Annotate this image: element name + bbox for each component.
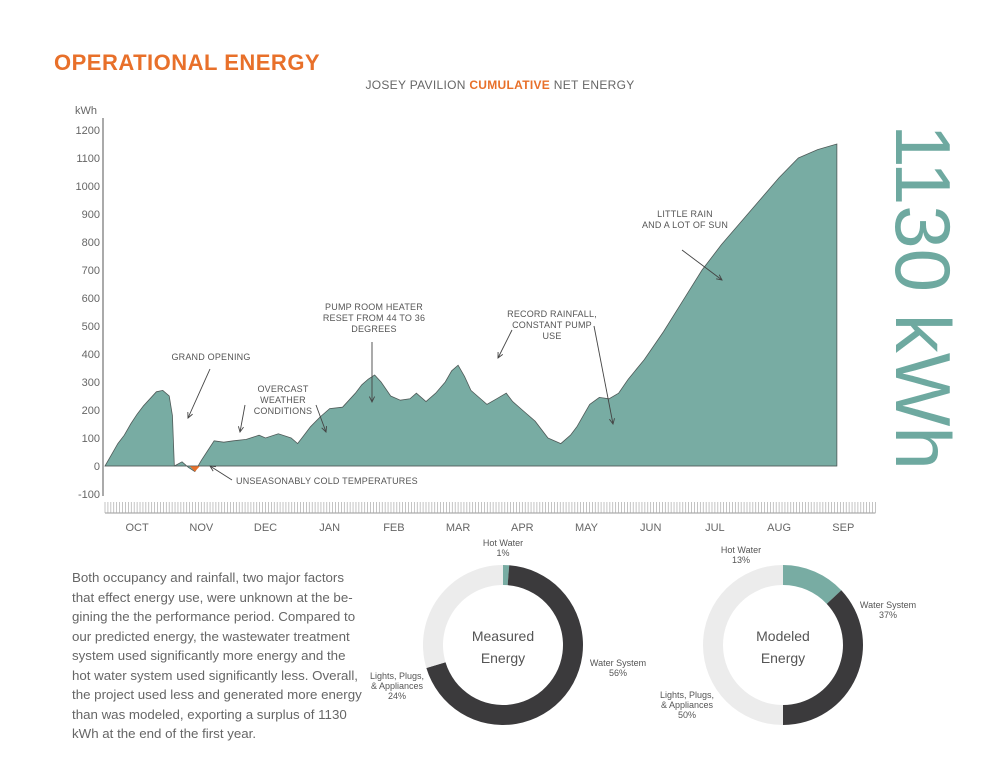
cumulative-area bbox=[104, 143, 838, 473]
measured-energy-donut: Measured Energy Water System 56% Lights, Plu… bbox=[370, 538, 646, 725]
y-tick-label: 100 bbox=[82, 433, 100, 445]
net-energy-chart: kWh1200110010009008007006005004003002001… bbox=[75, 105, 967, 534]
chart-annotation: LITTLE RAIN AND A LOT OF SUN bbox=[642, 209, 728, 230]
axes: kWh1200110010009008007006005004003002001… bbox=[75, 105, 876, 534]
donut-slice bbox=[423, 565, 503, 668]
negative-dip bbox=[189, 466, 201, 472]
annotation-arrowhead bbox=[321, 425, 328, 433]
annotation-arrowhead bbox=[237, 426, 244, 434]
y-tick-label: 0 bbox=[94, 461, 100, 473]
donut-slice bbox=[783, 590, 863, 725]
x-tick-label: FEB bbox=[383, 522, 404, 534]
annotation-arrow bbox=[209, 465, 233, 481]
chart-annotation: RECORD RAINFALL, CONSTANT PUMP USE bbox=[507, 309, 597, 341]
donut-title: Modeled Energy bbox=[756, 628, 810, 666]
annotations: GRAND OPENING OVERCAST WEATHER CONDITIONS PU… bbox=[171, 209, 728, 486]
annotation-arrowhead bbox=[716, 274, 723, 281]
y-tick-label: 500 bbox=[82, 321, 100, 333]
total-callout: 1130 kWh bbox=[879, 124, 967, 469]
annotation-arrowhead bbox=[609, 418, 615, 426]
chart-title: JOSEY PAVILION CUMULATIVE NET ENERGY bbox=[0, 78, 1000, 92]
x-tick-label: MAR bbox=[446, 522, 471, 534]
chart-annotation: GRAND OPENING bbox=[171, 352, 250, 362]
x-tick-label: AUG bbox=[767, 522, 791, 534]
donut-slice-label: Hot Water 13% bbox=[721, 545, 761, 565]
y-tick-label: 1100 bbox=[76, 153, 100, 165]
total-kwh-label: 1130 kWh bbox=[879, 124, 967, 469]
donut-slice-label: Lights, Plugs, & Appliances 24% bbox=[370, 671, 424, 701]
y-tick-label: 300 bbox=[82, 377, 100, 389]
x-tick-label: JAN bbox=[319, 522, 340, 534]
x-tick-label: MAY bbox=[575, 522, 599, 534]
chart-title-accent: CUMULATIVE bbox=[469, 78, 551, 92]
annotation-arrow bbox=[681, 249, 723, 281]
annotation-arrow bbox=[187, 368, 211, 419]
x-tick-label: APR bbox=[511, 522, 534, 534]
donut-slice-label: Water System 37% bbox=[860, 600, 916, 620]
x-tick-label: NOV bbox=[189, 522, 214, 534]
y-tick-label: 200 bbox=[82, 405, 100, 417]
annotation-arrow bbox=[315, 404, 327, 433]
x-tick-label: OCT bbox=[125, 522, 149, 534]
chart-annotation: OVERCAST WEATHER CONDITIONS bbox=[254, 384, 313, 416]
y-tick-label: -100 bbox=[78, 489, 100, 501]
x-tick-label: JUL bbox=[705, 522, 725, 534]
x-tick-label: DEC bbox=[254, 522, 277, 534]
donut-slice-label: Hot Water 1% bbox=[483, 538, 523, 558]
annotation-arrowhead bbox=[497, 351, 504, 359]
chart-annotation: UNSEASONABLY COLD TEMPERATURES bbox=[236, 476, 418, 486]
donut-slice-label: Water System 56% bbox=[590, 658, 646, 678]
x-tick-label: JUN bbox=[640, 522, 661, 534]
y-tick-label: 1000 bbox=[76, 181, 100, 193]
y-tick-label: 400 bbox=[82, 349, 100, 361]
annotation-arrow bbox=[497, 329, 513, 359]
annotation-arrow bbox=[593, 325, 614, 425]
donut-slice-label: Lights, Plugs, & Appliances 50% bbox=[660, 690, 714, 720]
chart-annotation: PUMP ROOM HEATER RESET FROM 44 TO 36 DEGRE… bbox=[323, 302, 425, 334]
area-series bbox=[104, 143, 838, 473]
y-tick-label: 1200 bbox=[76, 125, 100, 137]
y-tick-label: 600 bbox=[82, 293, 100, 305]
annotation-arrow bbox=[239, 404, 246, 433]
donut-slice bbox=[703, 565, 783, 725]
annotation-arrowhead bbox=[187, 411, 193, 419]
chart-title-suffix: NET ENERGY bbox=[553, 78, 635, 92]
summary-text: Both occupancy and rainfall, two major f… bbox=[72, 570, 362, 741]
modeled-energy-donut: Modeled Energy Water System 37% Lights, Plug… bbox=[660, 545, 916, 725]
donut-slice bbox=[503, 565, 510, 586]
y-tick-label: 700 bbox=[82, 265, 100, 277]
y-tick-label: 800 bbox=[82, 237, 100, 249]
annotation-arrowhead bbox=[368, 396, 376, 404]
annotation-arrowhead bbox=[209, 465, 217, 472]
y-tick-label: 900 bbox=[82, 209, 100, 221]
page-heading: OPERATIONAL ENERGY bbox=[54, 50, 321, 75]
donut-title: Measured Energy bbox=[472, 628, 534, 666]
x-tick-label: SEP bbox=[832, 522, 854, 534]
donut-slice bbox=[783, 565, 842, 604]
chart-title-prefix: JOSEY PAVILION bbox=[365, 78, 466, 92]
y-axis-label: kWh bbox=[75, 105, 97, 117]
